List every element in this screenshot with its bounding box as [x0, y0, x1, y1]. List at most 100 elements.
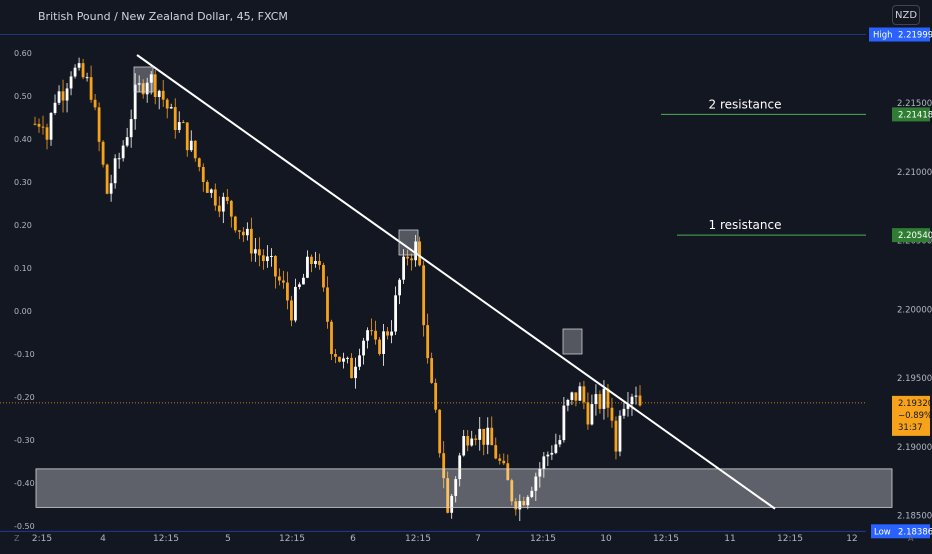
resistance-label: 2 resistance [709, 97, 782, 111]
candle-body [245, 228, 249, 236]
candle-body [278, 276, 281, 281]
left-axis-tick: 0.20 [14, 221, 32, 230]
time-axis-label: 12:15 [530, 534, 556, 544]
candle-body [506, 463, 510, 481]
price-axis-tick: 2.21000 [897, 168, 932, 178]
candle-body [157, 90, 161, 97]
left-axis-tick: 0.60 [14, 49, 32, 58]
resistance-badge-value: 2.20540 [898, 231, 932, 241]
candle-body [522, 501, 526, 506]
candle-body [382, 331, 385, 354]
candle-body [354, 366, 357, 379]
candle-body [193, 140, 197, 159]
left-axis-tick: 0.50 [14, 92, 32, 101]
candle-body [334, 354, 337, 357]
candle-body [614, 420, 618, 452]
candle-body [213, 189, 217, 206]
candle-body [534, 476, 538, 491]
candle-body [362, 340, 365, 356]
resistance-badge-bg [892, 228, 930, 243]
time-axis[interactable]: 2:15 4 12:15 5 12:15 6 12:15 7 12:15 10 12:15 11 12:… [14, 534, 914, 544]
candle-body [310, 256, 313, 264]
candle-body [386, 331, 389, 336]
resistance-badge-bg [892, 107, 930, 122]
candle-body [225, 196, 229, 201]
candle-body [426, 325, 430, 359]
low-label: Low [874, 527, 891, 537]
candle-body [109, 183, 113, 194]
candle-body [518, 501, 522, 510]
candle-body [197, 158, 201, 168]
candle-body [494, 445, 498, 459]
candle-body [113, 158, 117, 184]
candle-body [173, 107, 177, 131]
price-axis-tick: 2.18500 [897, 512, 932, 522]
time-axis-label: 12:15 [153, 534, 179, 544]
candle-body [366, 330, 369, 341]
candle-body [41, 126, 45, 128]
candle-body [97, 107, 101, 142]
resistance-label: 1 resistance [709, 218, 782, 232]
candle-body [294, 286, 297, 321]
candle-body [486, 427, 490, 445]
candle-body [350, 357, 353, 379]
time-axis-label: 11 [724, 534, 735, 544]
candle-body [165, 99, 169, 109]
candle-body [49, 112, 53, 140]
candle-body [125, 137, 129, 146]
low-value-bg [892, 524, 930, 539]
candle-body [598, 394, 602, 409]
candle-body [502, 460, 506, 464]
candle-body [622, 408, 626, 416]
candle-body [318, 260, 321, 265]
candle-body [53, 102, 57, 113]
bar-countdown: 31:37 [898, 423, 923, 433]
candle-body [374, 330, 377, 340]
candle-body [145, 82, 149, 95]
currency-button[interactable]: NZD [892, 5, 920, 25]
support-zone [35, 468, 893, 508]
symbol-title: British Pound / New Zealand Dollar, 45, … [38, 10, 288, 23]
candle-body [586, 402, 590, 425]
candle-body [454, 479, 458, 496]
candle-body [81, 63, 85, 78]
candle-body [314, 260, 317, 264]
resistance-badge: 2.20540 [892, 228, 932, 243]
low-value: 2.18386 [898, 527, 932, 537]
high-badge: High 2.21999 [869, 27, 932, 42]
candle-body [530, 490, 534, 497]
candle-body [342, 358, 345, 362]
candle-body [402, 256, 406, 280]
candles [33, 57, 642, 522]
candle-body [45, 127, 49, 140]
candle-body [229, 200, 233, 217]
candle-body [57, 91, 61, 103]
time-axis-label: 7 [475, 534, 481, 544]
candle-body [430, 358, 434, 383]
left-axis: 0.60 0.50 0.40 0.30 0.20 0.10 0.00 -0.10 -0.20 -0… [14, 49, 35, 531]
time-axis-corner-right: A [908, 534, 914, 543]
candle-body [273, 255, 277, 277]
candle-body [249, 228, 253, 254]
candle-body [626, 404, 630, 409]
candle-body [302, 277, 305, 285]
candle-body [562, 405, 566, 441]
last-price-bg [892, 395, 930, 436]
candle-body [233, 216, 237, 231]
price-axis[interactable]: 2.215002.210002.205002.200002.195002.190… [869, 27, 932, 539]
last-price-change: −0.89% [898, 411, 932, 421]
candle-body [77, 63, 81, 68]
candle-body [526, 496, 530, 506]
candle-body [418, 241, 422, 266]
candle-body [634, 395, 638, 397]
candle-body [65, 88, 69, 101]
left-axis-tick: -0.40 [14, 479, 35, 488]
candle-body [606, 388, 610, 408]
candle-body [434, 382, 438, 410]
candle-body [594, 394, 598, 405]
left-axis-tick: -0.50 [14, 522, 35, 531]
last-price-value: 2.19320 [898, 399, 932, 409]
candle-body [37, 123, 41, 127]
